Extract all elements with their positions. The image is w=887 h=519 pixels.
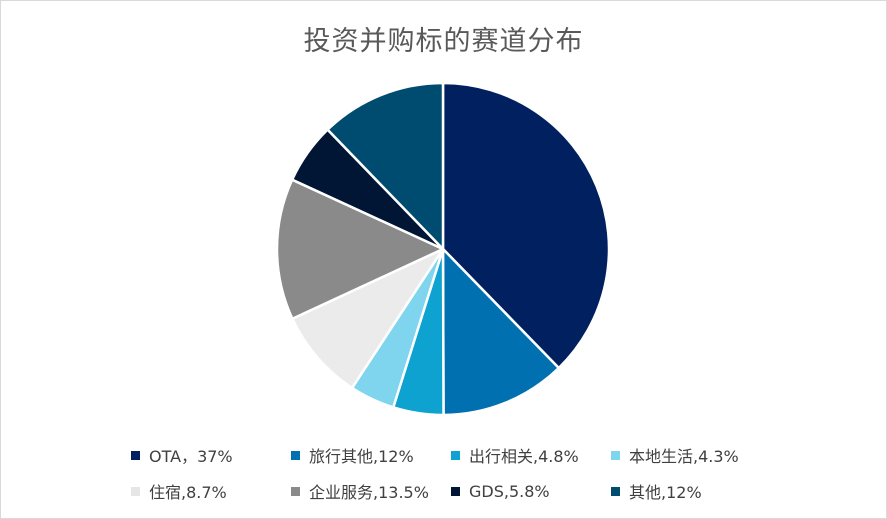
legend-item-5: 企业服务,13.5% [291,480,451,502]
legend-label: 本地生活,4.3% [629,447,739,466]
legend-swatch [291,486,300,496]
legend-label: 旅行其他,12% [309,447,414,466]
legend-label: OTA，37% [149,447,233,466]
legend-label: 出行相关,4.8% [469,447,579,466]
legend-swatch [131,486,140,496]
legend-item-1: 旅行其他,12% [291,444,451,466]
legend-item-7: 其他,12% [611,480,771,502]
legend-label: 企业服务,13.5% [309,483,429,502]
legend-swatch [611,450,620,460]
legend-swatch [611,486,620,496]
legend-label: 住宿,8.7% [149,483,227,502]
pie-slice-7 [326,81,445,251]
legend-swatch [451,486,460,496]
legend-swatch [131,450,140,460]
legend-item-0: OTA，37% [131,444,291,466]
legend-label: GDS,5.8% [469,481,550,501]
legend-item-2: 出行相关,4.8% [451,444,611,466]
legend-swatch [451,450,460,460]
legend: OTA，37% 旅行其他,12% 出行相关,4.8% 本地生活,4.3% 住宿,8.7%… [131,444,811,502]
legend-swatch [291,450,300,460]
legend-item-3: 本地生活,4.3% [611,444,771,466]
pie-slice-5 [275,178,445,321]
legend-item-6: GDS,5.8% [451,480,611,502]
pie-slice-4 [291,247,445,390]
pie-slice-1 [441,247,561,417]
pie-slice-0 [441,81,611,370]
legend-item-4: 住宿,8.7% [131,480,291,502]
chart-title: 投资并购标的赛道分布 [303,26,584,57]
legend-label: 其他,12% [629,483,702,502]
